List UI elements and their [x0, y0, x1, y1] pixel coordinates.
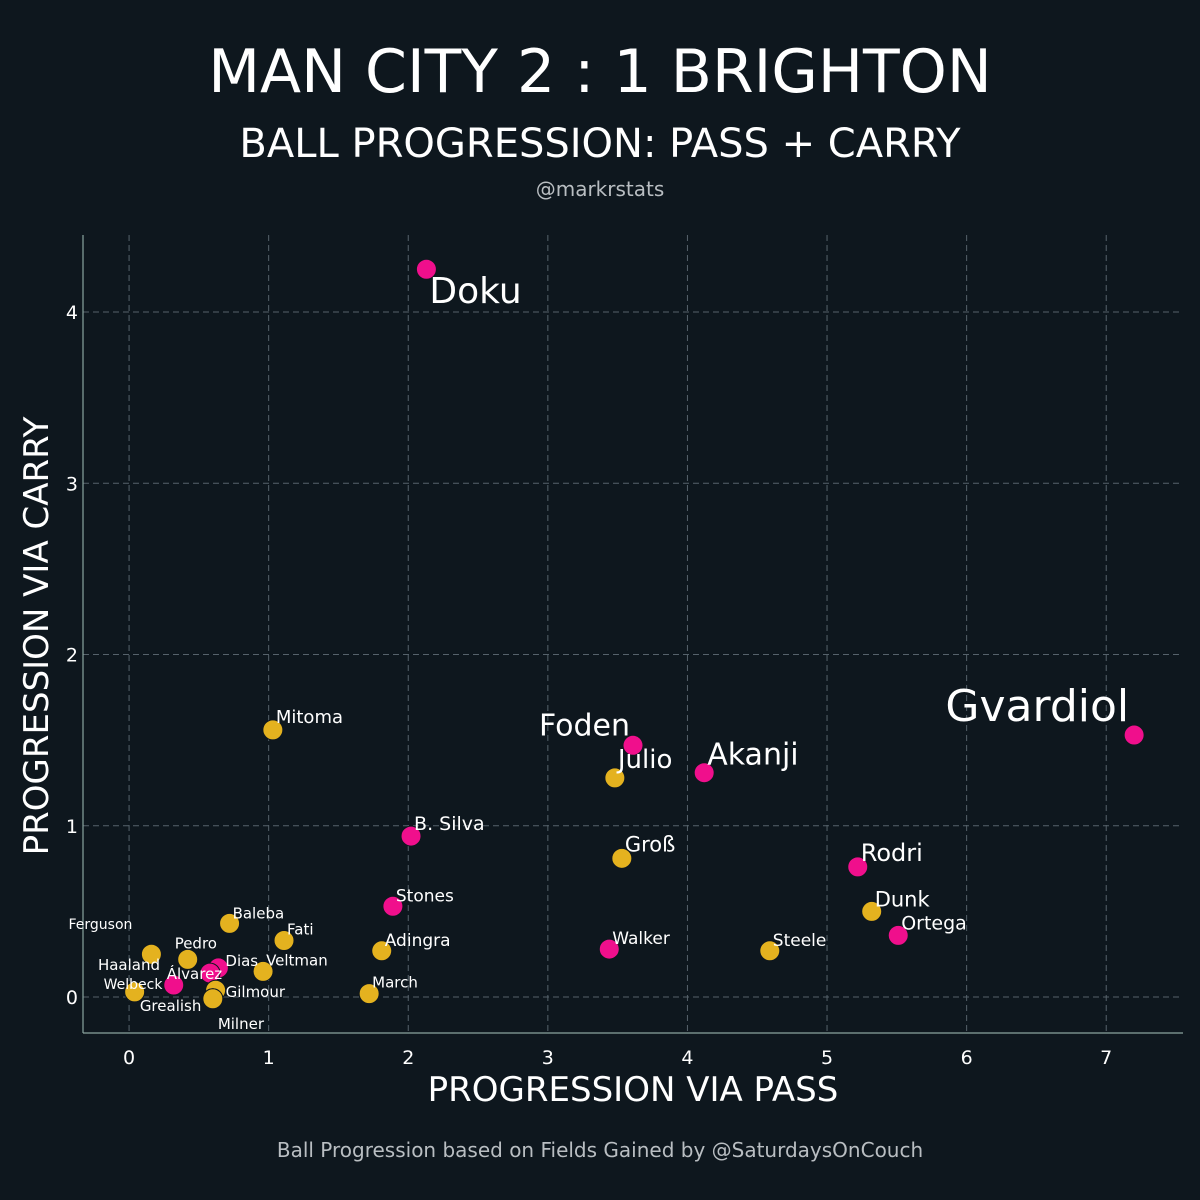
point-label: Dunk: [875, 887, 931, 911]
point-label: Baleba: [233, 904, 285, 922]
point-label: Milner: [218, 1015, 265, 1033]
point--lvarez: [163, 974, 185, 996]
point-label: Welbeck: [104, 977, 164, 993]
x-tick-label: 4: [681, 1047, 693, 1069]
y-tick-label: 4: [66, 302, 78, 324]
x-tick-label: 5: [821, 1047, 833, 1069]
point-label: Gilmour: [226, 983, 286, 1001]
point-label: Ferguson: [68, 917, 132, 933]
point-label: Álvarez: [167, 964, 223, 983]
point-label: Adingra: [385, 931, 451, 951]
point-labels: Doku Gvardiol Foden Akanji Julio Mitoma B. Sil…: [68, 271, 1129, 1033]
point-label: Grealish: [140, 997, 202, 1015]
chart-footnote: Ball Progression based on Fields Gained …: [277, 1138, 923, 1162]
y-axis-label: PROGRESSION VIA CARRY: [17, 416, 57, 855]
point-b-silva: [400, 825, 422, 847]
point-stones: [382, 895, 404, 917]
point-label: Akanji: [707, 738, 798, 773]
point-dunk: [861, 900, 883, 922]
x-tick-label: 1: [263, 1047, 275, 1069]
x-tick-label: 6: [961, 1047, 973, 1069]
point-label: Ortega: [901, 912, 967, 934]
point-steele: [759, 940, 781, 962]
point-milner: [202, 988, 224, 1010]
chart-title: MAN CITY 2 : 1 BRIGHTON: [208, 37, 991, 107]
point-label: Steele: [773, 931, 827, 951]
y-tick-label: 3: [66, 473, 78, 495]
x-tick-label: 7: [1100, 1047, 1112, 1069]
point-label: Groß: [625, 832, 676, 856]
x-axis-label: PROGRESSION VIA PASS: [428, 1070, 839, 1110]
point-label: Walker: [612, 929, 670, 949]
point-adingra: [371, 940, 393, 962]
point-label: Dias: [225, 952, 258, 970]
grid: [83, 235, 1183, 1033]
point-label: Foden: [539, 708, 630, 743]
point-fati: [273, 930, 295, 952]
axes: [82, 235, 1183, 1034]
point-veltman: [252, 960, 274, 982]
y-tick-label: 0: [66, 987, 78, 1009]
point-label: Pedro: [175, 934, 217, 952]
x-tick-label: 0: [123, 1047, 135, 1069]
point-label: Julio: [616, 745, 673, 775]
point-julio: [604, 767, 626, 789]
point-march: [358, 983, 380, 1005]
chart-subtitle: BALL PROGRESSION: PASS + CARRY: [239, 121, 961, 167]
x-tick-label: 3: [542, 1047, 554, 1069]
point-label: Mitoma: [276, 707, 343, 728]
point-label: Stones: [396, 886, 454, 906]
point-mitoma: [262, 719, 284, 741]
x-tick-label: 2: [402, 1047, 414, 1069]
y-tick-label: 1: [66, 816, 78, 838]
point-pedro: [177, 948, 199, 970]
point-gro-: [611, 847, 633, 869]
point-label: Gvardiol: [945, 681, 1129, 732]
point-doku: [415, 258, 437, 280]
point-gvardiol: [1123, 724, 1145, 746]
data-points: [124, 258, 1145, 1010]
point-baleba: [219, 912, 241, 934]
point-foden: [622, 734, 644, 756]
point-ortega: [887, 924, 909, 946]
point-akanji: [693, 762, 715, 784]
point-label: Haaland: [98, 956, 160, 974]
point-label: B. Silva: [414, 813, 485, 835]
tick-labels: 0 1 2 3 4 5 6 7 0 1 2 3 4: [66, 302, 1112, 1069]
point-rodri: [847, 856, 869, 878]
point-label: March: [372, 974, 418, 992]
point-ferguson: [140, 943, 162, 965]
point-label: Fati: [287, 921, 314, 939]
point-welbeck: [124, 981, 146, 1003]
chart-credit: @markrstats: [536, 177, 665, 201]
point-walker: [598, 938, 620, 960]
point-label: Veltman: [266, 951, 328, 969]
y-tick-label: 2: [66, 645, 78, 667]
point-label: Rodri: [861, 839, 923, 867]
point-label: Doku: [429, 271, 521, 312]
